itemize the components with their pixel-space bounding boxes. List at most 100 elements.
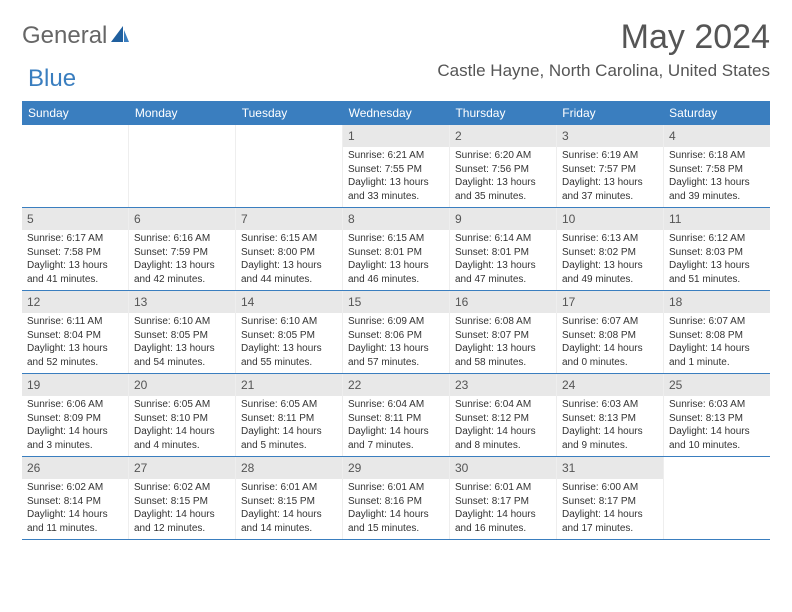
sunset-text: Sunset: 8:03 PM	[669, 246, 765, 260]
day-cell: 6 Sunrise: 6:16 AMSunset: 7:59 PMDaylight…	[129, 208, 236, 290]
logo-text-a: General	[22, 22, 107, 50]
day-number-row: 23	[450, 374, 556, 396]
day-info: Sunrise: 6:15 AMSunset: 8:01 PMDaylight:…	[348, 232, 444, 286]
daylight-text: Daylight: 14 hours and 14 minutes.	[241, 508, 337, 535]
daylight-text: Daylight: 13 hours and 58 minutes.	[455, 342, 551, 369]
sunset-text: Sunset: 8:04 PM	[27, 329, 123, 343]
week-row: 5Sunrise: 6:17 AMSunset: 7:58 PMDaylight…	[22, 208, 770, 291]
sunrise-text: Sunrise: 6:01 AM	[241, 481, 337, 495]
weekday-header: Friday	[556, 101, 663, 125]
sunset-text: Sunset: 8:10 PM	[134, 412, 230, 426]
day-number-row: 4	[664, 125, 770, 147]
day-number-row: 9	[450, 208, 556, 230]
weekday-header-row: Sunday Monday Tuesday Wednesday Thursday…	[22, 101, 770, 125]
sunset-text: Sunset: 8:11 PM	[348, 412, 444, 426]
day-cell: 29Sunrise: 6:01 AMSunset: 8:16 PMDayligh…	[343, 457, 450, 539]
day-info: Sunrise: 6:16 AMSunset: 7:59 PMDaylight:…	[134, 232, 230, 286]
day-info: Sunrise: 6:06 AMSunset: 8:09 PMDaylight:…	[27, 398, 123, 452]
day-number: 23	[455, 378, 468, 392]
daylight-text: Daylight: 13 hours and 41 minutes.	[27, 259, 123, 286]
daylight-text: Daylight: 14 hours and 4 minutes.	[134, 425, 230, 452]
day-info: Sunrise: 6:00 AMSunset: 8:17 PMDaylight:…	[562, 481, 658, 535]
daylight-text: Daylight: 14 hours and 17 minutes.	[562, 508, 658, 535]
sunrise-text: Sunrise: 6:14 AM	[455, 232, 551, 246]
day-cell: 14Sunrise: 6:10 AMSunset: 8:05 PMDayligh…	[236, 291, 343, 373]
week-row: 19 Sunrise: 6:06 AMSunset: 8:09 PMDayligh…	[22, 374, 770, 457]
day-number: 16	[455, 295, 468, 309]
day-number: 25	[669, 378, 682, 392]
sunrise-text: Sunrise: 6:07 AM	[669, 315, 765, 329]
sunrise-text: Sunrise: 6:20 AM	[455, 149, 551, 163]
sunset-text: Sunset: 8:07 PM	[455, 329, 551, 343]
sunrise-text: Sunrise: 6:12 AM	[669, 232, 765, 246]
day-number: 1	[348, 129, 355, 143]
weekday-header: Tuesday	[236, 101, 343, 125]
sunset-text: Sunset: 8:01 PM	[455, 246, 551, 260]
day-number: 26	[27, 461, 40, 475]
daylight-text: Daylight: 13 hours and 33 minutes.	[348, 176, 444, 203]
daylight-text: Daylight: 14 hours and 9 minutes.	[562, 425, 658, 452]
daylight-text: Daylight: 14 hours and 15 minutes.	[348, 508, 444, 535]
day-cell: 24Sunrise: 6:03 AMSunset: 8:13 PMDayligh…	[557, 374, 664, 456]
day-number: 30	[455, 461, 468, 475]
month-title: May 2024	[437, 18, 770, 57]
day-number-row: 18	[664, 291, 770, 313]
daylight-text: Daylight: 13 hours and 51 minutes.	[669, 259, 765, 286]
day-number-row: 29	[343, 457, 449, 479]
sunset-text: Sunset: 7:59 PM	[134, 246, 230, 260]
sunset-text: Sunset: 8:17 PM	[455, 495, 551, 509]
day-info: Sunrise: 6:13 AMSunset: 8:02 PMDaylight:…	[562, 232, 658, 286]
sunrise-text: Sunrise: 6:04 AM	[455, 398, 551, 412]
day-number-row: 22	[343, 374, 449, 396]
sunrise-text: Sunrise: 6:02 AM	[27, 481, 123, 495]
daylight-text: Daylight: 14 hours and 1 minute.	[669, 342, 765, 369]
weekday-header: Saturday	[663, 101, 770, 125]
day-cell: 26Sunrise: 6:02 AMSunset: 8:14 PMDayligh…	[22, 457, 129, 539]
day-number-row: 7	[236, 208, 342, 230]
title-block: May 2024 Castle Hayne, North Carolina, U…	[437, 18, 770, 81]
day-info: Sunrise: 6:17 AMSunset: 7:58 PMDaylight:…	[27, 232, 123, 286]
day-number: 24	[562, 378, 575, 392]
day-number-row: 12	[22, 291, 128, 313]
sunrise-text: Sunrise: 6:15 AM	[241, 232, 337, 246]
daylight-text: Daylight: 14 hours and 16 minutes.	[455, 508, 551, 535]
day-number-row: 25	[664, 374, 770, 396]
sunset-text: Sunset: 8:15 PM	[241, 495, 337, 509]
sunset-text: Sunset: 7:58 PM	[27, 246, 123, 260]
sunrise-text: Sunrise: 6:13 AM	[562, 232, 658, 246]
day-info: Sunrise: 6:02 AMSunset: 8:15 PMDaylight:…	[134, 481, 230, 535]
daylight-text: Daylight: 13 hours and 35 minutes.	[455, 176, 551, 203]
day-number-row: 16	[450, 291, 556, 313]
day-number: 6	[134, 212, 141, 226]
daylight-text: Daylight: 13 hours and 47 minutes.	[455, 259, 551, 286]
day-info: Sunrise: 6:07 AMSunset: 8:08 PMDaylight:…	[669, 315, 765, 369]
day-cell: 9Sunrise: 6:14 AMSunset: 8:01 PMDaylight…	[450, 208, 557, 290]
day-cell: 13Sunrise: 6:10 AMSunset: 8:05 PMDayligh…	[129, 291, 236, 373]
day-number: 18	[669, 295, 682, 309]
sunset-text: Sunset: 8:06 PM	[348, 329, 444, 343]
daylight-text: Daylight: 13 hours and 39 minutes.	[669, 176, 765, 203]
day-cell: 17Sunrise: 6:07 AMSunset: 8:08 PMDayligh…	[557, 291, 664, 373]
day-info: Sunrise: 6:07 AMSunset: 8:08 PMDaylight:…	[562, 315, 658, 369]
day-number-row: 17	[557, 291, 663, 313]
day-number-row: 20	[129, 374, 235, 396]
day-number: 19	[27, 378, 40, 392]
weekday-header: Sunday	[22, 101, 129, 125]
day-info: Sunrise: 6:09 AMSunset: 8:06 PMDaylight:…	[348, 315, 444, 369]
day-number-row: 19	[22, 374, 128, 396]
sunset-text: Sunset: 8:02 PM	[562, 246, 658, 260]
sunrise-text: Sunrise: 6:17 AM	[27, 232, 123, 246]
daylight-text: Daylight: 14 hours and 3 minutes.	[27, 425, 123, 452]
sunrise-text: Sunrise: 6:07 AM	[562, 315, 658, 329]
day-info: Sunrise: 6:14 AMSunset: 8:01 PMDaylight:…	[455, 232, 551, 286]
sunrise-text: Sunrise: 6:01 AM	[455, 481, 551, 495]
daylight-text: Daylight: 14 hours and 7 minutes.	[348, 425, 444, 452]
logo-text-b: Blue	[28, 65, 76, 93]
day-number: 3	[562, 129, 569, 143]
day-info: Sunrise: 6:01 AMSunset: 8:17 PMDaylight:…	[455, 481, 551, 535]
sail-icon	[109, 24, 131, 49]
day-cell: 30 Sunrise: 6:01 AMSunset: 8:17 PMDayligh…	[450, 457, 557, 539]
day-number: 29	[348, 461, 361, 475]
sunset-text: Sunset: 8:01 PM	[348, 246, 444, 260]
day-number: 14	[241, 295, 254, 309]
